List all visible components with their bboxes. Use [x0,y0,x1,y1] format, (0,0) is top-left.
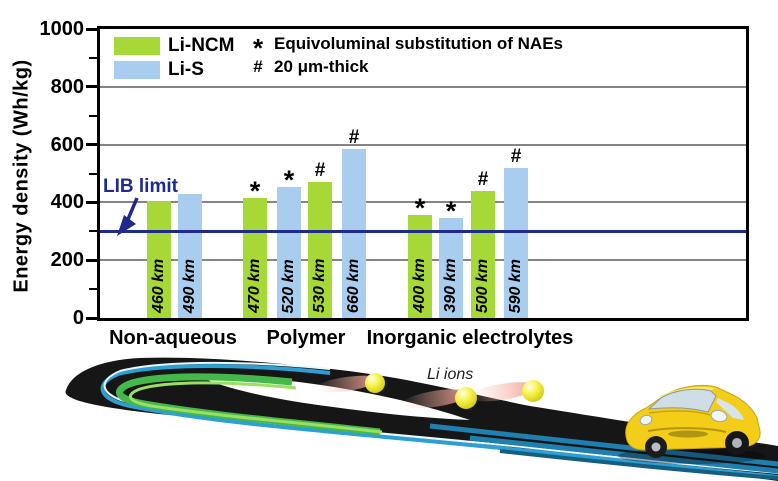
li-ion-2 [402,387,477,409]
y-minor-tick-900 [89,56,97,59]
li-ion-3 [469,380,544,402]
legend-label-li-ncm: Li-NCM [168,35,235,56]
bar-range-label: 520 km [280,258,297,313]
plot-area: Li-NCM Li-S * Equivoluminal substitution… [97,26,749,321]
y-minor-tick-100 [89,288,97,291]
car [618,384,766,464]
annotation-star: * Equivoluminal substitution of NAEs [248,33,563,63]
hash-symbol: # [253,57,263,76]
bar-li-s-660km: 660 km # [342,128,366,318]
road-illustration: Li ions [65,357,778,481]
y-minor-tick-300 [89,230,97,233]
y-tick-1000 [86,27,97,31]
legend-item-li-ncm: Li-NCM [114,36,234,55]
bar-range-label: 490 km [181,258,198,313]
y-tick-label-800: 800 [50,75,84,98]
hash-marker: # [510,145,522,167]
bar-range-label: 500 km [474,258,491,313]
category-label-non-aqueous: Non-aqueous [109,327,237,349]
legend-swatch-li-s [114,60,160,79]
y-tick-label-1000: 1000 [39,18,85,40]
gridline-400 [100,201,746,204]
annotation-hash-text: 20 μm-thick [274,57,369,76]
y-tick-0 [86,316,97,320]
y-tick-800 [86,85,97,89]
bar-li-ncm-460km: 460 km [147,200,171,318]
category-label-inorganic-electrolytes: Inorganic electrolytes [366,327,574,349]
bar-li-s-490km: 490 km [178,193,202,318]
bar-range-label: 470 km [246,258,263,313]
road-swoosh [65,357,778,481]
y-tick-200 [86,258,97,262]
legend-label-li-s: Li-S [168,59,204,80]
y-tick-600 [86,143,97,147]
marker-annotations: * Equivoluminal substitution of NAEs # 2… [248,33,563,79]
y-minor-tick-500 [89,172,97,175]
bar-li-ncm-400km: 400 km * [408,195,432,318]
hash-marker: # [348,126,360,148]
hash-marker: # [314,160,326,182]
bar-range-label: 400 km [411,258,428,313]
legend-item-li-s: Li-S [114,60,234,79]
hash-marker: # [477,168,489,190]
y-tick-label-0: 0 [72,307,84,329]
bar-li-ncm-470km: 470 km * [243,178,267,318]
lib-limit-line [100,229,746,233]
bar-range-label: 390 km [442,258,459,313]
y-tick-400 [86,200,97,204]
bar-li-s-590km: 590 km # [504,147,528,318]
gridline-600 [100,143,746,146]
y-tick-label-400: 400 [50,191,84,214]
y-tick-label-200: 200 [50,249,84,272]
li-ion-1 [315,373,385,393]
star-marker: * [249,176,261,207]
bar-range-label: 590 km [507,258,524,313]
star-marker: * [283,164,295,195]
bar-li-ncm-500km: 500 km # [471,170,495,318]
bar-range-label: 530 km [311,258,328,313]
bar-range-label: 460 km [150,258,167,313]
bar-li-s-390km: 390 km * [439,198,463,318]
star-symbol: * [252,33,264,63]
li-ions-label: Li ions [427,366,473,383]
bar-range-label: 660 km [345,258,362,313]
annotation-hash: # 20 μm-thick [248,56,563,79]
star-marker: * [445,196,457,227]
bar-li-s-520km: 520 km * [277,166,301,318]
y-minor-tick-700 [89,114,97,117]
chart-legend: Li-NCM Li-S [114,36,234,84]
legend-swatch-li-ncm [114,36,160,55]
y-tick-label-600: 600 [50,133,84,156]
lib-limit-label: LIB limit [103,176,178,197]
category-label-polymer: Polymer [266,327,346,349]
bar-li-ncm-530km: 530 km # [308,161,332,318]
star-marker: * [414,193,426,224]
gridline-800 [100,85,746,88]
annotation-star-text: Equivoluminal substitution of NAEs [274,34,563,53]
